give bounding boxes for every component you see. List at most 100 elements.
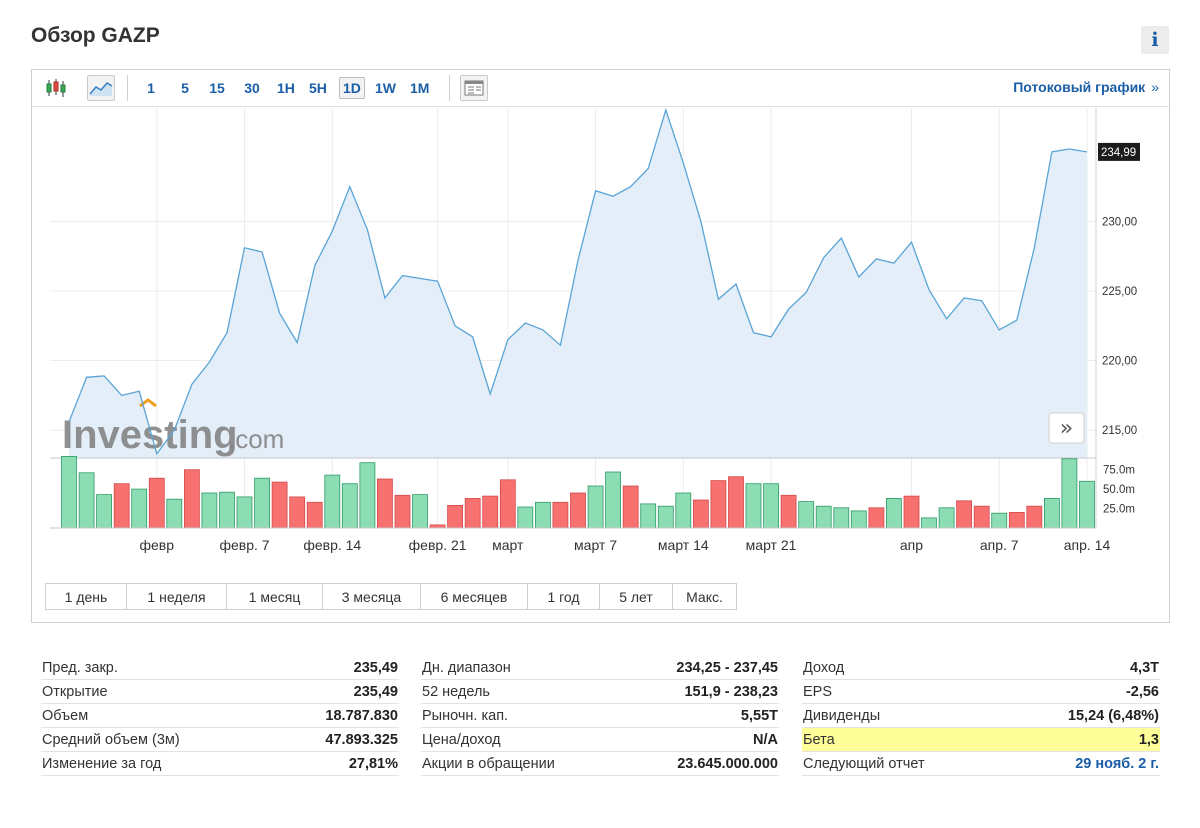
volume-bar — [534, 501, 551, 529]
volume-bar — [886, 497, 902, 529]
candlestick-icon[interactable] — [42, 75, 70, 101]
x-tick-label: февр. 14 — [303, 537, 361, 553]
period-button[interactable]: 5 лет — [600, 584, 673, 609]
volume-bar — [499, 479, 516, 529]
stat-value: 235,49 — [353, 683, 398, 700]
period-selector: 1 день 1 неделя 1 месяц 3 месяца 6 месяцев 1 … — [45, 583, 737, 610]
timeframe-5h[interactable]: 5H — [309, 80, 327, 96]
x-tick-label: апр. 7 — [980, 537, 1019, 553]
last-price-label: 234,99 — [1101, 147, 1136, 159]
stat-row: EPS -2,56 — [802, 680, 1160, 704]
stat-value: 18.787.830 — [325, 707, 398, 724]
volume-bar — [921, 517, 937, 529]
volume-bar — [464, 497, 481, 529]
stat-value: N/A — [753, 731, 778, 748]
stat-label: Доход — [803, 659, 845, 676]
stat-value: -2,56 — [1125, 683, 1159, 700]
stat-label: Средний объем (3м) — [42, 731, 180, 748]
volume-bar — [622, 485, 639, 529]
x-tick-label: март 7 — [574, 537, 617, 553]
volume-bar — [587, 485, 604, 529]
expand-button[interactable] — [1048, 412, 1085, 444]
volume-bar — [61, 455, 77, 529]
double-chevron-icon[interactable]: » — [1060, 416, 1073, 441]
volume-bar — [605, 471, 621, 529]
volume-bar — [763, 483, 779, 529]
volume-tick-label: 75.0m — [1103, 465, 1135, 477]
volume-bar — [833, 507, 850, 529]
stats-column-2: Дн. диапазон 234,25 - 237,45 52 недель 151,… — [421, 656, 779, 776]
volume-bar — [96, 494, 112, 529]
watermark-logo-suffix: .com — [228, 424, 284, 454]
volume-bar — [710, 480, 727, 529]
volume-bar — [1061, 458, 1078, 529]
volume-bar — [1008, 511, 1025, 529]
timeframe-5[interactable]: 5 — [181, 80, 189, 96]
stat-value: 5,55T — [740, 707, 778, 724]
area-chart-icon[interactable] — [87, 75, 115, 101]
volume-bar — [324, 474, 341, 529]
volume-bar — [447, 504, 464, 529]
price-chart[interactable]: Investing.com 215,00 220,00 225,00 230,00 234… — [32, 108, 1169, 580]
stream-chart-label[interactable]: Потоковый график — [1013, 79, 1146, 95]
volume-bar — [236, 496, 253, 529]
stat-row: 52 недель 151,9 - 238,23 — [421, 680, 779, 704]
period-button[interactable]: Макс. — [686, 588, 723, 605]
x-tick-label: март — [492, 537, 524, 553]
volume-bar — [482, 495, 499, 529]
timeframe-1[interactable]: 1 — [147, 80, 155, 96]
volume-bar — [868, 507, 885, 529]
stat-label: Дн. диапазон — [422, 659, 511, 676]
info-icon[interactable]: i — [1141, 26, 1169, 54]
volume-bar — [675, 492, 692, 529]
stat-row: Дн. диапазон 234,25 - 237,45 — [421, 656, 779, 680]
last-price-badge — [1098, 142, 1140, 161]
volume-bar — [254, 477, 271, 529]
volume-bar — [991, 512, 1008, 529]
timeframe-1d[interactable]: 1D — [339, 77, 365, 99]
period-button[interactable]: 3 месяца — [323, 584, 421, 609]
stream-chart-link[interactable]: Потоковый график » — [1013, 79, 1159, 95]
table-icon[interactable] — [460, 75, 488, 101]
double-chevron-icon: » — [1151, 79, 1159, 95]
stat-value: 235,49 — [353, 659, 398, 676]
stat-value: 23.645.000.000 — [677, 755, 778, 772]
period-button[interactable]: 6 месяцев — [421, 584, 528, 609]
stat-value: 15,24 (6,48%) — [1067, 707, 1159, 724]
volume-bar — [394, 494, 411, 529]
stats-column-3: Доход 4,3T EPS -2,56 Дивиденды 15,24 (6,48%) Б… — [802, 656, 1160, 776]
volume-bar — [306, 501, 323, 529]
volume-bar — [552, 501, 569, 529]
volume-bar — [201, 492, 218, 529]
volume-bar — [1026, 505, 1043, 529]
chart-toolbar: 1 5 15 30 1H 5H 1D 1W 1M Потоковый график» — [32, 70, 1169, 107]
period-button[interactable]: 1 день — [46, 584, 127, 609]
timeframe-1h[interactable]: 1H — [277, 80, 295, 96]
x-tick-label: февр. 7 — [219, 537, 269, 553]
volume-bar — [570, 492, 586, 529]
period-button[interactable]: 1 месяц — [227, 584, 323, 609]
stat-value: 47.893.325 — [325, 731, 398, 748]
timeframe-1w[interactable]: 1W — [375, 80, 396, 96]
stat-label: 52 недель — [422, 683, 490, 700]
stat-row: Рыночн. кап. 5,55T — [421, 704, 779, 728]
stat-row: Дивиденды 15,24 (6,48%) — [802, 704, 1160, 728]
y-tick-label: 225,00 — [1102, 286, 1137, 298]
y-tick-label: 215,00 — [1102, 425, 1137, 437]
volume-bar — [973, 505, 990, 529]
stat-label: Открытие — [42, 683, 108, 700]
period-button[interactable]: 1 год — [528, 584, 600, 609]
timeframe-1m[interactable]: 1M — [410, 80, 430, 96]
volume-tick-label: 25.0m — [1103, 504, 1135, 516]
x-tick-label: февр. 21 — [409, 537, 467, 553]
volume-bar — [798, 501, 815, 529]
period-button[interactable]: 1 неделя — [127, 584, 227, 609]
price-area — [69, 110, 1087, 458]
volume-bar — [131, 488, 148, 529]
stat-value-link[interactable]: 29 нояб. 2 г. — [1075, 755, 1159, 772]
timeframe-30[interactable]: 30 — [244, 80, 260, 96]
timeframe-15[interactable]: 15 — [209, 80, 225, 96]
volume-bar — [113, 483, 130, 529]
stat-value: 234,25 - 237,45 — [676, 659, 778, 676]
stat-value: 151,9 - 238,23 — [684, 683, 778, 700]
